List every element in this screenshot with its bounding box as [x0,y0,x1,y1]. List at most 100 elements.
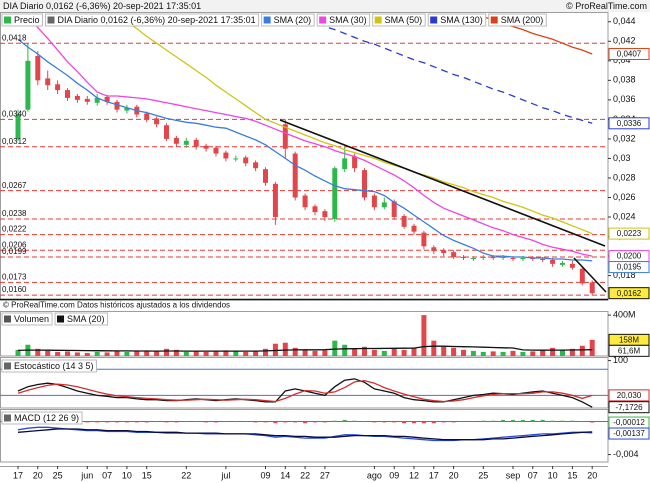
series-line [17,426,593,442]
value-tag-label: 0,0223 [617,229,642,238]
x-tick-label: 09 [260,470,270,480]
volume-bar [173,349,179,356]
candle-body [441,250,447,254]
volume-bar [362,346,367,356]
value-tag-label: 0,0407 [617,50,642,59]
candle-body [173,137,179,144]
legend-label: Volumen [14,314,49,324]
candle-body [431,247,437,252]
volume-bar [579,345,585,356]
legend-swatch [430,16,438,24]
volume-bar [114,350,120,356]
volume-bar [550,347,556,356]
candle-body [480,257,486,259]
histogram-bar [174,421,179,423]
x-tick-label: 25 [53,470,63,480]
level-label: 0,0160 [2,285,27,294]
trendlines [279,119,607,293]
volume-bar [441,346,447,356]
candle-body [490,257,496,259]
volume-bar [74,352,80,356]
candle-body [144,113,150,120]
histogram-bar [342,419,347,422]
volume-bar [263,348,268,356]
histogram-bar [253,421,258,423]
volume-bar [223,350,229,356]
legend-box [488,13,547,27]
histogram-bar [144,421,149,423]
histogram-bar [303,421,308,424]
value-tag-label: 158M [619,335,639,344]
legend-label: SMA (30) [329,15,367,25]
volume-bar [213,350,219,356]
level-label: 0,0199 [2,247,27,256]
histogram-bar [154,421,159,423]
value-tag-label: -0,00137 [613,429,645,438]
candle-body [510,258,516,260]
x-tick-label: 20 [449,470,459,480]
legend-swatch [4,362,11,370]
value-tag-label: 20,030 [617,391,642,400]
histogram-bar [233,421,238,423]
volume-bar [253,350,259,356]
legend-swatch [374,16,382,24]
value-tag [608,227,650,240]
candle-body [362,170,367,198]
legend-box [1,359,98,373]
series-line [17,379,593,403]
x-tick-label: 14 [280,470,290,480]
candle-body [381,202,387,208]
volume-bar [94,351,100,356]
volume-bar [104,352,110,356]
volume-bar [65,351,70,356]
legend-label: SMA (130) [440,15,483,25]
histogram-bar [590,421,595,423]
candle-body [154,118,160,125]
candle-body [560,262,565,265]
histogram-bar [392,421,397,423]
x-tick-label: 17 [429,470,439,480]
value-tag [608,427,650,440]
x-tick-label: 27 [320,470,330,480]
candle-body [569,263,575,268]
histogram-bar [402,421,407,424]
histogram-bar [263,421,268,423]
legend-box [1,312,53,326]
histogram-bar [322,421,327,423]
volume-bar [500,351,506,356]
candle-body [124,107,130,111]
histogram-bar [451,421,456,423]
histogram-bar [481,420,486,422]
chart-title: DIA Diario 0,0162 (-6,36%) 20-sep-2021 1… [3,1,201,11]
legend-label: Estocástico (14 3 5) [14,361,94,371]
legend-box [261,13,315,27]
x-tick-label: 20 [587,470,597,480]
candle-body [223,152,229,159]
histogram-bar [95,421,100,423]
overlay: 0,04180,03400,03120,02670,02380,02220,02… [1,13,650,480]
volume-bar [332,340,338,356]
x-tick-label: jul [220,470,230,480]
histogram-bar [332,420,337,422]
volume-bar [35,348,41,356]
candle-body [213,147,219,154]
x-tick-label: 20 [33,470,43,480]
candle-body [183,140,189,145]
histogram-bar [471,421,476,423]
legend-swatch [4,414,11,422]
volume-bar [381,350,387,356]
value-tag-label: -7,1726 [615,403,643,412]
histogram-bar [372,421,377,423]
histogram-bar [313,421,317,423]
y-tick-label: 0,028 [613,172,636,182]
legend-box [1,13,44,27]
series-line [27,16,593,257]
histogram-bar [550,420,555,422]
header-bar [0,0,650,12]
candle-body [203,145,209,149]
candle-body [401,216,407,227]
histogram-bar [115,421,119,423]
x-tick-label: 10 [122,470,132,480]
volume-bar [569,348,575,356]
